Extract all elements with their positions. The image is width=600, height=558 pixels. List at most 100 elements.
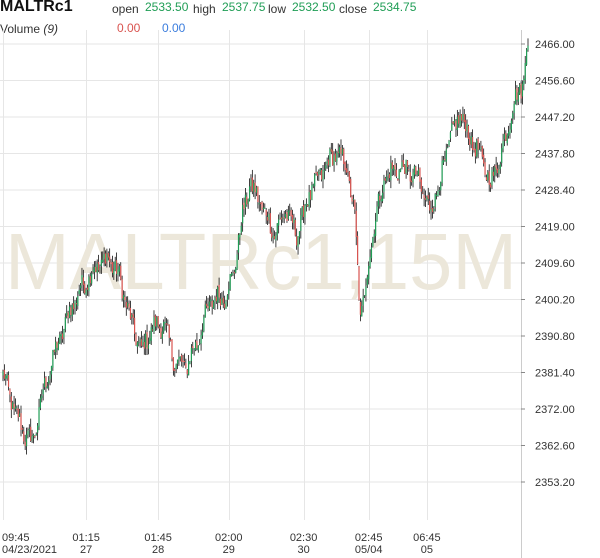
candle-body — [290, 210, 292, 217]
candle-body — [174, 369, 176, 371]
candle-body — [150, 327, 152, 341]
candle-body — [75, 303, 78, 305]
candle-body — [102, 259, 104, 263]
candle-body — [470, 136, 472, 145]
candle-body — [67, 312, 69, 318]
high-label: high — [193, 2, 216, 16]
candle-body — [282, 218, 284, 220]
candle-body — [188, 361, 190, 376]
x-tick-time: 02:00 — [215, 532, 243, 544]
candle-body — [176, 359, 179, 365]
candle-body — [452, 121, 454, 124]
candle-body — [201, 331, 204, 336]
candle-body — [286, 212, 288, 222]
high-value: 2537.75 — [222, 0, 266, 14]
candle-body — [172, 357, 174, 371]
candle-body — [358, 266, 360, 301]
candle-body — [434, 193, 436, 207]
candle-body — [142, 339, 144, 346]
candle-body — [456, 116, 458, 131]
candle-body — [91, 273, 93, 284]
candle-body — [283, 217, 285, 219]
candle-body — [89, 276, 91, 284]
candle-body — [458, 115, 460, 124]
candle-body — [271, 232, 273, 238]
candle-body — [192, 346, 194, 349]
candle-body — [42, 389, 44, 395]
candle-body — [394, 164, 396, 170]
candle-body — [175, 364, 177, 370]
candle-body — [314, 174, 316, 187]
candle-body — [53, 350, 55, 352]
candle-body — [498, 169, 500, 174]
x-tick-date: 29 — [223, 544, 235, 556]
candle-body — [311, 185, 313, 201]
candle-body — [61, 333, 64, 340]
candle-body — [375, 220, 377, 236]
candle-body — [194, 342, 197, 351]
candle-body — [463, 114, 465, 122]
candle-body — [181, 355, 183, 362]
candle-body — [309, 190, 312, 200]
x-tick-date: 04/23/2021 — [2, 544, 57, 556]
candle-body — [250, 179, 252, 187]
candle-body — [506, 134, 508, 144]
candle-body — [489, 183, 492, 188]
x-tick-date: 27 — [80, 544, 92, 556]
candle-body — [106, 254, 108, 262]
candle-body — [117, 269, 119, 275]
candle-body — [122, 294, 125, 300]
candle-body — [17, 408, 19, 418]
candle-body — [232, 273, 234, 275]
candle-body — [433, 208, 435, 212]
candle-body — [85, 289, 87, 295]
candle-body — [48, 380, 50, 384]
candle-body — [455, 120, 457, 129]
candle-body — [207, 306, 209, 309]
candle-body — [88, 276, 90, 292]
candle-body — [171, 339, 173, 359]
candle-body — [182, 360, 184, 363]
candle-body — [214, 298, 216, 302]
candle-body — [100, 259, 102, 267]
candle-body — [330, 149, 332, 152]
candle-body — [402, 160, 404, 167]
candle-body — [71, 304, 73, 317]
y-tick-label: 2409.60 — [535, 258, 575, 270]
volume-value-b: 0.00 — [162, 21, 186, 35]
candle-body — [484, 162, 486, 175]
candle-body — [474, 148, 476, 157]
candle-body — [251, 177, 253, 192]
candle-body — [441, 160, 443, 183]
candle-body — [524, 62, 526, 81]
candle-body — [215, 296, 217, 302]
candle-body — [294, 219, 296, 236]
volume-period: (9) — [43, 22, 59, 36]
candle-body — [217, 286, 219, 303]
candle-body — [200, 335, 202, 344]
candle-body — [242, 204, 244, 224]
candle-body — [185, 363, 187, 368]
close-value: 2534.75 — [373, 0, 417, 14]
candle-body — [332, 150, 334, 166]
candle-body — [81, 275, 83, 285]
candle-body — [34, 435, 36, 438]
candle-body — [297, 236, 299, 247]
candle-body — [41, 395, 43, 399]
candle-body — [206, 303, 208, 307]
candle-body — [437, 191, 439, 197]
candle-body — [82, 277, 84, 285]
x-tick-time: 06:45 — [413, 532, 441, 544]
candle-body — [291, 214, 294, 223]
candle-body — [121, 279, 123, 299]
candle-body — [20, 413, 22, 430]
candle-body — [372, 237, 374, 247]
candle-body — [376, 206, 378, 222]
candle-body — [60, 333, 62, 337]
candle-body — [308, 192, 310, 208]
candle-body — [255, 187, 258, 193]
candle-body — [359, 302, 361, 315]
x-tick-date: 30 — [297, 544, 309, 556]
candle-body — [438, 189, 440, 191]
